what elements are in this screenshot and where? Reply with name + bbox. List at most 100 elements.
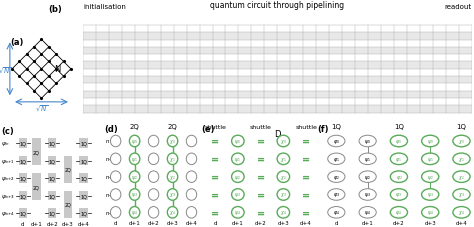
Bar <box>83 26 472 33</box>
Circle shape <box>390 207 408 218</box>
Text: d: d <box>335 220 338 225</box>
Text: n+1: n+1 <box>105 157 117 162</box>
Text: $φ₃$: $φ₃$ <box>395 191 402 199</box>
Text: =: = <box>302 136 310 146</box>
Text: n+3: n+3 <box>105 192 117 197</box>
Circle shape <box>167 171 178 183</box>
Text: d+3: d+3 <box>424 220 436 225</box>
Text: $φ₃$: $φ₃$ <box>333 191 340 199</box>
Text: $φ₀$: $φ₀$ <box>333 137 340 145</box>
Text: $χ₄$: $χ₄$ <box>280 208 287 216</box>
Text: =: = <box>211 207 219 217</box>
FancyBboxPatch shape <box>48 191 56 200</box>
Text: $χ₁$: $χ₁$ <box>169 155 176 163</box>
Circle shape <box>232 189 244 200</box>
Text: n+2: n+2 <box>105 174 117 179</box>
Text: d: d <box>114 220 118 225</box>
FancyBboxPatch shape <box>48 173 56 183</box>
Bar <box>83 55 472 62</box>
FancyBboxPatch shape <box>19 191 27 200</box>
Circle shape <box>359 207 376 218</box>
Text: d+4: d+4 <box>78 221 89 226</box>
Circle shape <box>277 207 290 218</box>
Text: $χ₂$: $χ₂$ <box>280 173 287 181</box>
Circle shape <box>148 189 159 200</box>
FancyBboxPatch shape <box>48 208 56 218</box>
Circle shape <box>421 171 439 183</box>
Bar <box>83 33 472 40</box>
Text: 1Q: 1Q <box>19 193 27 198</box>
Text: 1Q: 1Q <box>49 141 55 146</box>
Text: 1Q: 1Q <box>80 141 87 146</box>
FancyBboxPatch shape <box>48 156 56 166</box>
Text: $ψ₃$: $ψ₃$ <box>234 191 241 199</box>
Text: $χ₃$: $χ₃$ <box>280 191 287 199</box>
Text: 1Q: 1Q <box>49 211 55 216</box>
Text: 2Q: 2Q <box>33 150 40 155</box>
Text: $φ₁$: $φ₁$ <box>395 155 402 163</box>
Text: =: = <box>302 154 310 164</box>
Text: $χ₀$: $χ₀$ <box>169 137 176 145</box>
Text: =: = <box>256 207 264 217</box>
Circle shape <box>421 153 439 165</box>
Text: $ψₙ₊₄$: $ψₙ₊₄$ <box>1 209 15 217</box>
Text: $ψ₃$: $ψ₃$ <box>131 191 138 199</box>
Text: $φ₂$: $φ₂$ <box>395 173 402 181</box>
Text: d+4: d+4 <box>186 220 197 225</box>
Circle shape <box>277 136 290 147</box>
Bar <box>83 69 472 77</box>
Text: $ψ₀$: $ψ₀$ <box>364 137 371 145</box>
Text: =: = <box>302 190 310 200</box>
Circle shape <box>453 153 470 165</box>
Text: d+3: d+3 <box>277 220 289 225</box>
FancyBboxPatch shape <box>19 156 27 166</box>
Circle shape <box>148 136 159 147</box>
Circle shape <box>328 189 345 200</box>
Text: $ψ₁$: $ψ₁$ <box>131 155 138 163</box>
Text: d+4: d+4 <box>300 220 312 225</box>
Text: d+1: d+1 <box>362 220 374 225</box>
Text: $ψ₂$: $ψ₂$ <box>427 173 434 181</box>
Text: d+4: d+4 <box>456 220 467 225</box>
Text: 1Q: 1Q <box>49 193 55 198</box>
Circle shape <box>453 136 470 147</box>
Circle shape <box>277 189 290 200</box>
Text: 2Q: 2Q <box>64 202 71 207</box>
Text: =: = <box>256 190 264 200</box>
Text: d+3: d+3 <box>62 221 73 226</box>
Text: 1Q: 1Q <box>80 193 87 198</box>
Text: $χ₂$: $χ₂$ <box>458 173 465 181</box>
Text: $ψ₄$: $ψ₄$ <box>131 208 138 216</box>
Text: (c): (c) <box>1 126 14 135</box>
Text: $χ₀$: $χ₀$ <box>458 137 465 145</box>
Text: d+2: d+2 <box>255 220 266 225</box>
Circle shape <box>359 171 376 183</box>
Text: 1Q: 1Q <box>49 176 55 181</box>
Text: =: = <box>211 154 219 164</box>
Circle shape <box>277 171 290 183</box>
Text: 2Q: 2Q <box>130 124 139 130</box>
Text: $ψ₀$: $ψ₀$ <box>427 137 434 145</box>
Circle shape <box>421 136 439 147</box>
Text: 1Q: 1Q <box>49 158 55 163</box>
FancyBboxPatch shape <box>79 156 88 166</box>
Text: $φ₁$: $φ₁$ <box>333 155 340 163</box>
Circle shape <box>359 136 376 147</box>
Circle shape <box>129 189 140 200</box>
Text: $ψ₃$: $ψ₃$ <box>364 191 371 199</box>
Text: $χ₁$: $χ₁$ <box>458 155 465 163</box>
Circle shape <box>359 189 376 200</box>
Circle shape <box>328 153 345 165</box>
Text: $φ₂$: $φ₂$ <box>333 173 340 181</box>
Circle shape <box>328 136 345 147</box>
Text: shuttle: shuttle <box>295 124 317 129</box>
Text: $ψ₁$: $ψ₁$ <box>427 155 434 163</box>
Circle shape <box>110 207 121 218</box>
FancyBboxPatch shape <box>64 191 72 218</box>
Text: $ψ₂$: $ψ₂$ <box>131 173 138 181</box>
Text: $\sqrt{N}$: $\sqrt{N}$ <box>0 64 11 74</box>
Circle shape <box>167 207 178 218</box>
Circle shape <box>453 207 470 218</box>
Text: 2Q: 2Q <box>168 124 177 130</box>
Text: $ψ₄$: $ψ₄$ <box>427 208 434 216</box>
